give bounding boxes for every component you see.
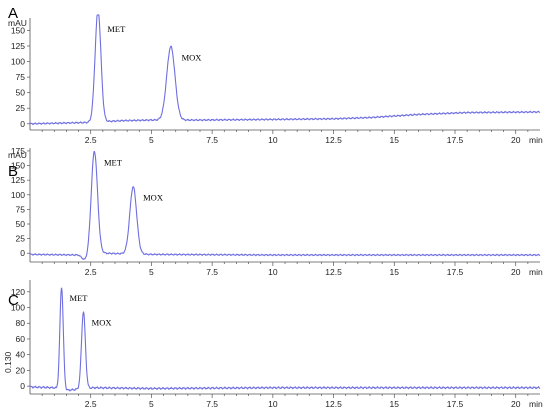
x-axis-unit: min [529, 135, 543, 145]
panel-letter: C [8, 292, 19, 309]
x-tick-label: 20 [511, 267, 521, 277]
y-tick-label: 0 [20, 248, 25, 258]
x-tick-label: 20 [511, 399, 521, 409]
x-axis-unit: min [529, 399, 543, 409]
panel-c: C 0.130 0 20 40 60 80 100 120 2.5 5 7.5 10 12.5 15 17.5… [3, 280, 543, 409]
y-axis-title: mAU [8, 18, 27, 28]
y-tick-label: 150 [11, 161, 25, 171]
y-tick-label: 60 [16, 334, 26, 344]
y-tick-label: 100 [11, 57, 25, 67]
y-tick-label: 40 [16, 350, 26, 360]
y-tick-label: 175 [11, 146, 25, 156]
peak-label-met: MET [70, 293, 89, 303]
y-tick-label: 0 [20, 381, 25, 391]
y-tick-label: 100 [11, 190, 25, 200]
x-tick-label: 10 [268, 135, 278, 145]
x-tick-label: 7.5 [206, 135, 218, 145]
x-tick-label: 5 [149, 399, 154, 409]
peak-label-mox: MOX [182, 53, 202, 63]
y-tick-label: 150 [11, 25, 25, 35]
x-tick-label: 20 [511, 135, 521, 145]
panel-letter: A [8, 5, 18, 22]
chromatogram-trace [29, 150, 541, 260]
y-tick-label: 50 [16, 219, 26, 229]
y-tick-label: 75 [16, 204, 26, 214]
y-tick-label: 0 [20, 119, 25, 129]
y-axis-title: mAU [8, 150, 27, 160]
x-tick-label: 17.5 [447, 135, 464, 145]
x-tick-label: 10 [268, 267, 278, 277]
y-tick-label: 100 [11, 303, 25, 313]
peak-label-met: MET [104, 157, 123, 167]
x-tick-label: 12.5 [325, 267, 342, 277]
y-axis-title: 0.130 [3, 351, 13, 373]
y-tick-label: 25 [16, 234, 26, 244]
x-tick-label: 17.5 [447, 399, 464, 409]
y-tick-label: 120 [11, 287, 25, 297]
y-tick-label: 50 [16, 88, 26, 98]
y-tick-label: 80 [16, 318, 26, 328]
x-tick-label: 5 [149, 267, 154, 277]
y-tick-label: 20 [16, 365, 26, 375]
x-tick-label: 12.5 [325, 399, 342, 409]
x-tick-label: 17.5 [447, 267, 464, 277]
x-tick-label: 15 [390, 135, 400, 145]
x-tick-label: 7.5 [206, 399, 218, 409]
x-tick-label: 10 [268, 399, 278, 409]
y-tick-label: 75 [16, 72, 26, 82]
y-tick-label: 125 [11, 175, 25, 185]
x-tick-label: 15 [390, 267, 400, 277]
x-tick-label: 7.5 [206, 267, 218, 277]
chromatogram-trace [29, 287, 541, 392]
x-tick-label: 12.5 [325, 135, 342, 145]
y-tick-label: 125 [11, 41, 25, 51]
peak-label-mox: MOX [143, 193, 163, 203]
x-tick-label: 5 [149, 135, 154, 145]
x-axis-unit: min [529, 267, 543, 277]
x-tick-label: 15 [390, 399, 400, 409]
x-tick-label: 2.5 [85, 267, 97, 277]
x-tick-label: 2.5 [85, 399, 97, 409]
panel-letter: B [8, 163, 18, 180]
x-tick-label: 2.5 [85, 135, 97, 145]
peak-label-mox: MOX [92, 318, 112, 328]
chromatogram-trace [29, 14, 541, 126]
y-tick-label: 25 [16, 103, 26, 113]
peak-label-met: MET [107, 24, 126, 34]
